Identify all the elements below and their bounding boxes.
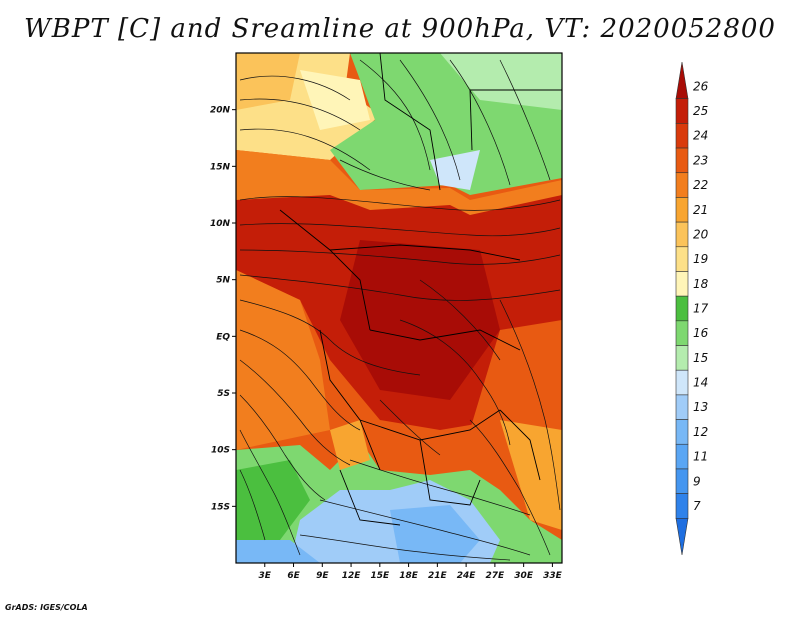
colorbar-segment (675, 394, 689, 420)
colorbar-label: 16 (693, 326, 709, 340)
lon-tick-label: 3E (259, 571, 272, 581)
colorbar-segment (675, 197, 689, 223)
colorbar-segment (675, 443, 689, 470)
colorbar-label: 12 (693, 425, 708, 439)
colorbar-label: 20 (693, 227, 709, 241)
colorbar-segment (675, 98, 689, 124)
colorbar-label: 18 (693, 277, 709, 291)
colorbar-segment (675, 246, 689, 272)
country-borders (279, 53, 562, 526)
colorbar-segment (675, 369, 689, 396)
field-east-amber (500, 420, 562, 530)
lat-tick-label: 5S (217, 389, 230, 399)
colorbar-label: 11 (693, 450, 708, 464)
lat-tick-label: 15N (210, 162, 231, 172)
colorbar-label: 7 (693, 499, 701, 513)
field-west-coast (236, 270, 330, 450)
field-southwest-blue (236, 540, 320, 563)
field-northeast-lightgreen (440, 53, 562, 110)
field-northwest-pale (300, 70, 370, 130)
colorbar-segment (675, 221, 689, 248)
map-title: WBPT [C] and Sreamline at 900hPa, VT: 20… (24, 14, 776, 44)
colorbar-label: 15 (693, 351, 708, 365)
map-frame (235, 52, 563, 564)
lon-tick-label: 30E (514, 571, 534, 581)
colorbar-label: 25 (693, 104, 708, 118)
map-field (236, 53, 562, 563)
lon-tick-label: 27E (486, 571, 506, 581)
colorbar-label: 13 (693, 400, 708, 414)
lat-tick-label: 5N (216, 276, 230, 286)
colorbar-label: 14 (693, 376, 708, 390)
field-northeast-pale-blue (430, 150, 480, 190)
field-south-amber (330, 420, 370, 470)
colorbar-segment (675, 295, 689, 322)
colorbar-label: 9 (693, 474, 701, 488)
lon-tick-label: 15E (370, 571, 390, 581)
field-central-core (340, 240, 500, 400)
lat-tick-label: EQ (216, 332, 230, 342)
colorbar-segment (675, 172, 689, 198)
colorbar-segment (675, 147, 689, 174)
lon-tick-label: 12E (342, 571, 362, 581)
colorbar-label: 17 (693, 302, 709, 316)
lon-tick-label: 21E (428, 571, 448, 581)
colorbar: 26 25 24 23 22 21 20 19 18 17 16 15 14 13 12 11 9 7 (675, 61, 709, 556)
colorbar-segment (675, 345, 689, 371)
colorbar-label: 24 (693, 129, 708, 143)
colorbar-segment (675, 123, 689, 149)
colorbar-segment (675, 320, 689, 346)
streamlines (239, 59, 561, 561)
colorbar-segment (675, 468, 689, 494)
colorbar-segment (675, 493, 689, 519)
lon-tick-label: 6E (287, 571, 300, 581)
map-axes: 3E 6E 9E 12E 15E 18E 21E 24E 27E 30E 33E 20N 15N 10N 5… (210, 106, 563, 581)
lat-tick-label: 10S (211, 446, 230, 456)
lon-tick-label: 18E (399, 571, 419, 581)
lon-tick-label: 24E (457, 571, 477, 581)
field-northwest-orange (236, 53, 300, 110)
lat-tick-label: 15S (211, 502, 230, 512)
lon-tick-label: 9E (316, 571, 329, 581)
colorbar-segment (675, 271, 689, 297)
colorbar-segment (675, 518, 689, 556)
colorbar-segment (675, 419, 689, 445)
colorbar-label: 22 (693, 178, 708, 192)
colorbar-segment (675, 61, 689, 99)
field-south-deep-blue (390, 505, 480, 563)
colorbar-label: 19 (693, 252, 708, 266)
lat-tick-label: 10N (210, 219, 231, 229)
lon-tick-label: 33E (543, 571, 563, 581)
colorbar-label: 26 (693, 79, 709, 93)
colorbar-label: 23 (693, 153, 708, 167)
field-southwest-green (236, 460, 310, 540)
lat-tick-label: 20N (210, 106, 231, 116)
grads-credit: GrADS: IGES/COLA (5, 603, 88, 612)
colorbar-label: 21 (693, 203, 708, 217)
